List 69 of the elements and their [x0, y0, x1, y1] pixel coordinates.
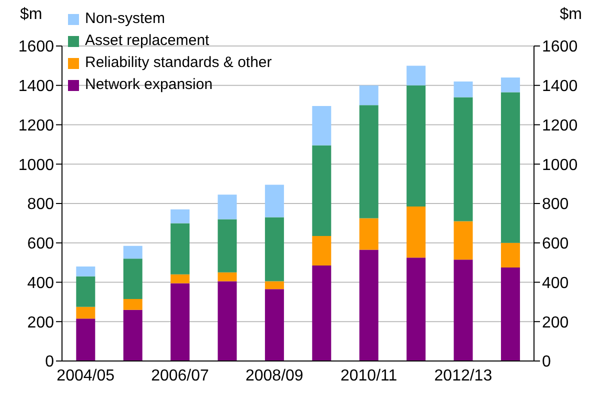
- legend-label: Network expansion: [85, 75, 213, 95]
- y-tick-label: 200: [27, 314, 54, 332]
- bar: [264, 217, 284, 282]
- y2-tick-label: 400: [542, 274, 569, 292]
- bar: [359, 218, 378, 250]
- bar: [406, 258, 426, 361]
- bar: [312, 106, 332, 146]
- bar: [454, 221, 473, 260]
- bar: [170, 209, 190, 224]
- y-tick-label: 1400: [18, 78, 54, 96]
- bar: [312, 145, 332, 236]
- y2-tick-label: 800: [542, 196, 569, 214]
- bar: [264, 281, 284, 290]
- bar: [406, 206, 426, 258]
- bar: [264, 289, 284, 361]
- bar: [218, 219, 237, 272]
- y2-tick-label: 1200: [542, 117, 578, 134]
- bar: [500, 92, 520, 243]
- legend-label: Asset replacement: [85, 31, 210, 51]
- bar: [218, 272, 237, 282]
- x-tick-label: 2004/05: [56, 367, 115, 384]
- x-tick-label: 2008/09: [245, 367, 304, 384]
- y2-axis-title: $m: [560, 6, 582, 24]
- bar: [170, 283, 190, 361]
- x-tick-label: 2006/07: [151, 367, 210, 384]
- y2-tick-label: 200: [542, 314, 569, 332]
- y-tick-label: 0: [45, 354, 54, 371]
- bar: [218, 281, 237, 361]
- y-tick-label: 1000: [18, 156, 54, 174]
- bar: [454, 260, 473, 361]
- bar: [123, 298, 142, 310]
- bar: [454, 97, 473, 222]
- bar: [500, 242, 520, 268]
- bar: [359, 250, 378, 361]
- bar: [406, 66, 426, 86]
- bar: [264, 184, 284, 218]
- x-tick-label: 2012/13: [434, 367, 492, 384]
- bar: [406, 85, 426, 206]
- y2-tick-label: 600: [542, 236, 569, 253]
- bar: [359, 85, 378, 106]
- bar: [170, 223, 190, 274]
- bar: [500, 78, 520, 92]
- y-axis-title: $m: [20, 6, 42, 24]
- y2-tick-label: 0: [542, 354, 551, 371]
- y-tick-label: 400: [27, 274, 54, 292]
- bar: [76, 276, 96, 307]
- y-tick-label: 1600: [18, 38, 54, 56]
- bar: [76, 266, 96, 276]
- y-tick-label: 800: [27, 196, 54, 214]
- x-tick-label: 2010/11: [340, 367, 398, 384]
- bar: [170, 274, 190, 284]
- bar: [500, 267, 520, 361]
- bar: [218, 194, 237, 220]
- y2-tick-label: 1400: [542, 78, 578, 96]
- y-tick-label: 600: [27, 236, 54, 253]
- bar: [123, 310, 142, 361]
- y2-tick-label: 1000: [542, 156, 578, 174]
- bar: [312, 266, 332, 361]
- bar: [312, 236, 332, 266]
- bar: [76, 306, 96, 319]
- bar: [359, 105, 378, 218]
- y2-tick-label: 1600: [542, 38, 578, 56]
- bar: [454, 81, 473, 98]
- y-tick-label: 1200: [18, 117, 54, 134]
- legend-label: Non-system: [85, 9, 166, 29]
- bar: [76, 318, 96, 361]
- bar: [123, 246, 142, 259]
- bar: [123, 258, 142, 299]
- legend-label: Reliability standards & other: [85, 53, 272, 73]
